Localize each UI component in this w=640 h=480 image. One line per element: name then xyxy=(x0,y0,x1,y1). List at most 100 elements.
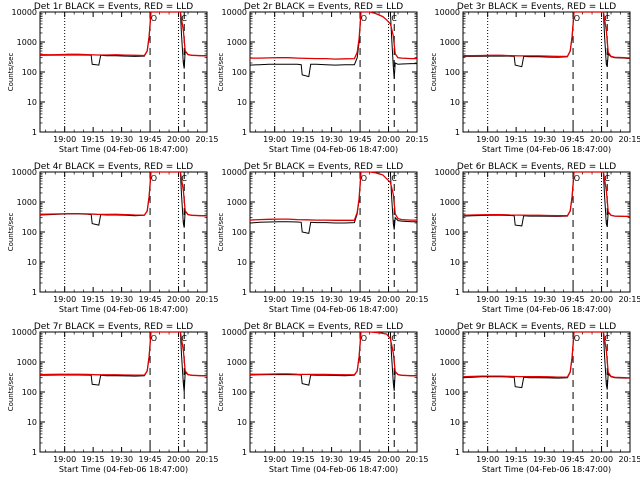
series-lld-line xyxy=(250,11,417,60)
y-tick-label: 10 xyxy=(27,258,37,267)
series-lld-line xyxy=(249,171,417,221)
y-axis-label: Counts/sec xyxy=(217,53,225,92)
open-marker: O xyxy=(574,334,580,343)
chart-title: Det 7r BLACK = Events, RED = LLD xyxy=(34,322,193,332)
chart-title: Det 2r BLACK = Events, RED = LLD xyxy=(244,2,403,12)
x-tick-label: 19:00 xyxy=(263,455,286,464)
x-tick-label: 20:15 xyxy=(195,135,218,144)
y-tick-label: 1000 xyxy=(17,38,37,47)
chart-panel-7: Det 7r BLACK = Events, RED = LLD 1 10 100 10… xyxy=(7,322,219,474)
series-lld-line xyxy=(462,331,631,379)
y-tick-label: 1000 xyxy=(227,198,247,207)
chart-panel-5: Det 5r BLACK = Events, RED = LLD 1 10 100 10… xyxy=(217,162,429,314)
x-axis-label: Start Time (04-Feb-06 18:47:00) xyxy=(269,305,398,314)
x-tick-label: 19:30 xyxy=(110,295,133,304)
y-tick-label: 1 xyxy=(32,448,37,457)
y-tick-label: 10 xyxy=(450,258,460,267)
x-tick-label: 19:00 xyxy=(476,135,499,144)
close-marker: C xyxy=(604,334,610,343)
close-marker: C xyxy=(604,174,610,183)
open-marker: O xyxy=(574,174,580,183)
y-tick-label: 10000 xyxy=(435,168,460,177)
x-tick-label: 19:30 xyxy=(533,295,556,304)
chart-title: Det 5r BLACK = Events, RED = LLD xyxy=(244,162,403,172)
y-axis-label: Counts/sec xyxy=(7,373,15,412)
y-tick-label: 100 xyxy=(445,228,460,237)
series-lld-line xyxy=(39,171,207,217)
x-tick-label: 19:45 xyxy=(562,135,585,144)
x-tick-label: 19:00 xyxy=(53,455,76,464)
x-axis-label: Start Time (04-Feb-06 18:47:00) xyxy=(269,145,398,154)
x-tick-label: 19:45 xyxy=(139,455,162,464)
y-tick-label: 10000 xyxy=(12,168,37,177)
x-tick-label: 19:30 xyxy=(320,135,343,144)
open-marker: O xyxy=(361,174,367,183)
x-tick-label: 19:30 xyxy=(533,135,556,144)
x-tick-label: 19:30 xyxy=(320,455,343,464)
y-tick-label: 1 xyxy=(32,128,37,137)
y-tick-label: 10 xyxy=(237,98,247,107)
x-tick-label: 20:15 xyxy=(405,135,428,144)
x-tick-label: 19:30 xyxy=(320,295,343,304)
x-tick-label: 19:15 xyxy=(82,295,105,304)
x-tick-label: 20:15 xyxy=(405,455,428,464)
open-marker: O xyxy=(361,334,367,343)
y-tick-label: 100 xyxy=(232,68,247,77)
x-tick-label: 19:15 xyxy=(505,455,528,464)
series-lld-line xyxy=(462,171,630,218)
x-tick-label: 20:15 xyxy=(405,295,428,304)
close-marker: C xyxy=(181,14,187,23)
open-marker: O xyxy=(151,174,157,183)
y-tick-label: 1000 xyxy=(17,198,37,207)
x-tick-label: 20:15 xyxy=(195,455,218,464)
x-tick-label: 19:00 xyxy=(53,295,76,304)
x-tick-label: 19:45 xyxy=(349,135,372,144)
close-marker: C xyxy=(391,14,397,23)
y-tick-label: 1000 xyxy=(440,358,460,367)
x-tick-label: 19:00 xyxy=(263,135,286,144)
open-marker: O xyxy=(151,14,157,23)
open-marker: O xyxy=(151,334,157,343)
y-axis-label: Counts/sec xyxy=(217,373,225,412)
x-tick-label: 19:15 xyxy=(292,455,315,464)
x-tick-label: 19:00 xyxy=(476,295,499,304)
chart-panel-4: Det 4r BLACK = Events, RED = LLD 1 10 100 10… xyxy=(7,162,219,314)
x-tick-label: 20:00 xyxy=(167,295,190,304)
y-tick-label: 10 xyxy=(237,418,247,427)
y-tick-label: 1 xyxy=(32,288,37,297)
y-tick-label: 10 xyxy=(27,418,37,427)
y-tick-label: 1000 xyxy=(17,358,37,367)
x-tick-label: 19:15 xyxy=(292,295,315,304)
x-tick-label: 20:00 xyxy=(167,455,190,464)
x-axis-label: Start Time (04-Feb-06 18:47:00) xyxy=(482,465,611,474)
y-tick-label: 1 xyxy=(455,288,460,297)
x-tick-label: 20:00 xyxy=(590,135,613,144)
x-tick-label: 19:30 xyxy=(533,455,556,464)
x-tick-label: 19:45 xyxy=(562,455,585,464)
x-tick-label: 20:15 xyxy=(618,455,640,464)
x-tick-label: 19:15 xyxy=(505,135,528,144)
chart-panel-6: Det 6r BLACK = Events, RED = LLD 1 10 100 10… xyxy=(430,162,640,314)
y-axis-label: Counts/sec xyxy=(7,213,15,252)
x-tick-label: 19:00 xyxy=(263,295,286,304)
y-tick-label: 1 xyxy=(455,448,460,457)
x-axis-label: Start Time (04-Feb-06 18:47:00) xyxy=(59,465,188,474)
y-tick-label: 10000 xyxy=(222,168,247,177)
open-marker: O xyxy=(574,14,580,23)
y-tick-label: 1000 xyxy=(227,38,247,47)
x-axis-label: Start Time (04-Feb-06 18:47:00) xyxy=(59,145,188,154)
series-lld-line xyxy=(250,331,417,377)
x-tick-label: 19:45 xyxy=(562,295,585,304)
y-tick-label: 100 xyxy=(232,228,247,237)
y-tick-label: 10000 xyxy=(12,8,37,17)
x-tick-label: 19:15 xyxy=(505,295,528,304)
close-marker: C xyxy=(391,174,397,183)
x-tick-label: 20:00 xyxy=(167,135,190,144)
x-tick-label: 19:30 xyxy=(110,135,133,144)
x-tick-label: 19:15 xyxy=(292,135,315,144)
series-events-line xyxy=(249,11,417,79)
y-tick-label: 100 xyxy=(445,68,460,77)
x-axis-label: Start Time (04-Feb-06 18:47:00) xyxy=(59,305,188,314)
series-lld-line xyxy=(463,11,631,59)
